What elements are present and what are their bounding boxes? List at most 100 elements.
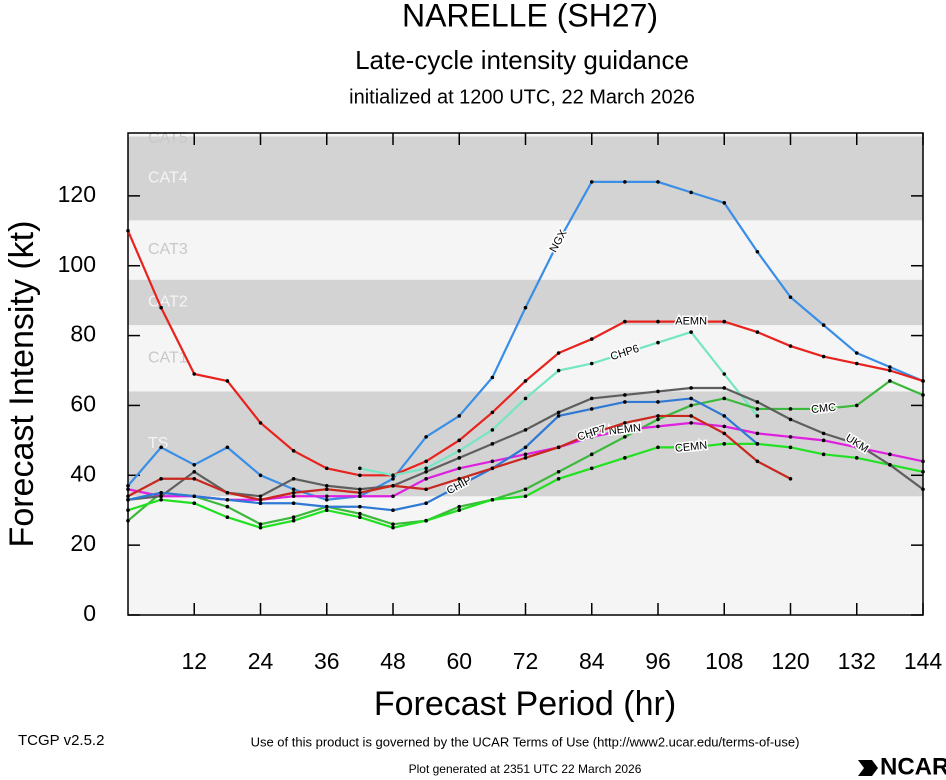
series-point <box>722 424 727 429</box>
series-point <box>656 400 660 404</box>
series-point <box>656 445 660 450</box>
series-point <box>556 368 561 373</box>
series-point <box>788 435 793 439</box>
series-point <box>788 445 793 450</box>
series-point <box>523 379 528 383</box>
series-point <box>391 483 395 488</box>
series-point <box>391 508 395 513</box>
series-point <box>589 180 594 184</box>
series-point <box>888 379 892 383</box>
series-point <box>324 466 329 471</box>
band-label: CAT2 <box>148 294 188 311</box>
series-point <box>689 396 693 401</box>
series-point <box>490 428 495 432</box>
series-label: CMC <box>811 402 837 417</box>
logo: NCAR <box>880 753 946 780</box>
intensity-band <box>128 279 923 326</box>
series-point <box>424 435 428 439</box>
series-point <box>391 525 395 530</box>
series-point <box>755 431 760 436</box>
intensity-band <box>128 220 923 280</box>
series-point <box>888 452 892 457</box>
series-point <box>291 494 296 499</box>
series-point <box>324 483 329 488</box>
series-point <box>291 518 296 523</box>
series-point <box>126 228 130 233</box>
series-point <box>523 428 528 432</box>
series-point <box>656 180 660 184</box>
series-point <box>225 504 230 509</box>
series-point <box>589 431 594 436</box>
series-point <box>523 452 528 457</box>
series-point <box>457 466 462 471</box>
series-point <box>921 393 925 397</box>
series-point <box>258 421 263 425</box>
series-point <box>291 476 296 481</box>
series-point <box>623 435 627 439</box>
series-point <box>291 487 296 492</box>
series-point <box>821 452 826 457</box>
x-tick-label: 12 <box>181 648 207 674</box>
series-point <box>258 497 263 502</box>
series-point <box>424 459 428 464</box>
series-point <box>689 445 693 450</box>
series-point <box>788 407 793 411</box>
y-tick-label: 20 <box>70 530 96 556</box>
series-point <box>391 473 395 478</box>
series-point <box>192 476 197 481</box>
series-point <box>424 501 428 506</box>
x-axis-title: Forecast Period (hr) <box>374 685 676 723</box>
series-label: AEMN <box>675 316 707 328</box>
y-tick-label: 120 <box>58 181 96 207</box>
series-point <box>192 494 197 499</box>
series-point <box>788 476 793 481</box>
intensity-band <box>128 136 923 221</box>
x-tick-label: 108 <box>705 648 743 674</box>
series-point <box>225 379 230 383</box>
series-point <box>623 456 627 460</box>
series-point <box>722 396 727 401</box>
series-point <box>689 190 693 195</box>
terms: Use of this product is governed by the U… <box>251 734 800 749</box>
series-point <box>656 414 660 418</box>
series-point <box>291 490 296 495</box>
x-tick-label: 72 <box>513 648 539 674</box>
series-point <box>921 469 925 474</box>
series-point <box>589 435 594 439</box>
series-point <box>821 323 826 327</box>
series-point <box>424 476 428 481</box>
series-label-group: AEMN <box>674 314 709 329</box>
logo-mark <box>858 760 878 776</box>
series-line <box>127 397 759 512</box>
series-point <box>589 407 594 411</box>
series-point <box>755 400 760 404</box>
series-point <box>258 473 263 478</box>
series-point <box>258 525 263 530</box>
series-point <box>623 180 627 184</box>
series-point <box>722 431 727 436</box>
series-point <box>358 504 362 509</box>
series-point <box>623 421 627 425</box>
y-tick-label: 80 <box>70 321 96 347</box>
series-point <box>755 407 760 411</box>
generated: Plot generated at 2351 UTC 22 March 2026 <box>409 762 642 776</box>
series-point <box>457 476 462 481</box>
series-point <box>159 476 163 481</box>
series-point <box>556 239 561 244</box>
series-point <box>324 497 329 502</box>
series-point <box>821 431 826 436</box>
series-label-group: CMC <box>809 400 838 418</box>
series-point <box>821 407 826 411</box>
series-point <box>854 445 859 450</box>
series-point <box>523 305 528 310</box>
series-point <box>523 396 528 401</box>
band-label: CAT4 <box>148 170 188 187</box>
series-point <box>689 386 693 390</box>
series-point <box>258 501 263 506</box>
series-label-group: CEMN <box>673 438 710 456</box>
series-point <box>788 295 793 299</box>
series-point <box>556 445 561 450</box>
y-tick-label: 0 <box>83 600 96 626</box>
series-point <box>556 476 561 481</box>
